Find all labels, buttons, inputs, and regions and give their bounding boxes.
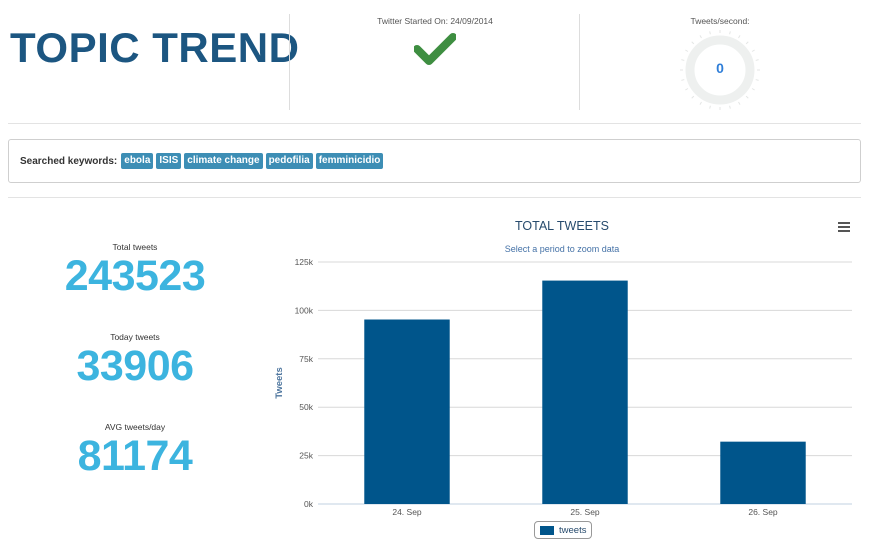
keyword-tag[interactable]: femminicidio <box>315 153 384 169</box>
y-tick-label: 100k <box>295 305 314 315</box>
today-tweets-value: 33906 <box>76 342 194 390</box>
keyword-tag[interactable]: pedofilia <box>265 153 313 169</box>
bar <box>364 319 450 504</box>
total-tweets-value: 243523 <box>64 252 206 300</box>
section-divider <box>8 197 861 198</box>
gauge-icon <box>680 30 760 110</box>
today-tweets-label: Today tweets <box>110 332 160 342</box>
chart-subtitle: Select a period to zoom data <box>504 244 620 254</box>
chart-title: TOTAL TWEETS <box>515 219 609 233</box>
avg-tweets-value: 81174 <box>77 432 193 480</box>
bar <box>542 280 628 504</box>
section-divider <box>8 123 861 124</box>
x-tick-label: 25. Sep <box>570 507 600 517</box>
chart-menu-icon[interactable] <box>838 222 850 234</box>
app-logo: TOPIC TREND <box>10 24 300 71</box>
x-tick-label: 26. Sep <box>748 507 778 517</box>
keyword-tag[interactable]: climate change <box>184 153 263 169</box>
legend-label: tweets <box>559 524 587 536</box>
y-axis-title: Tweets <box>274 367 285 399</box>
twitter-started-label: Twitter Started On: 24/09/2014 <box>377 16 493 26</box>
y-tick-label: 50k <box>299 402 313 412</box>
tweets-per-second-label: Tweets/second: <box>690 16 750 26</box>
keyword-tag[interactable]: ISIS <box>156 153 182 169</box>
check-icon <box>414 33 456 65</box>
header: TOPIC TREND Twitter Started On: 24/09/20… <box>0 0 872 122</box>
keyword-tag[interactable]: ebola <box>121 153 154 169</box>
tweets-per-second-value: 0 <box>716 60 724 76</box>
total-tweets-label: Total tweets <box>112 242 158 252</box>
y-tick-label: 25k <box>299 451 313 461</box>
keywords-label: Searched keywords: <box>20 155 118 167</box>
avg-tweets-label: AVG tweets/day <box>104 422 166 432</box>
y-tick-label: 125k <box>295 257 314 267</box>
keywords-panel: Searched keywords: ebola ISIS climate ch… <box>8 139 861 183</box>
x-tick-label: 24. Sep <box>392 507 422 517</box>
y-tick-label: 75k <box>299 354 313 364</box>
chart-legend[interactable]: tweets <box>534 521 593 539</box>
bar <box>720 441 806 504</box>
header-divider <box>579 14 580 110</box>
legend-swatch <box>540 525 554 535</box>
header-divider <box>289 14 290 110</box>
y-tick-label: 0k <box>304 499 314 509</box>
